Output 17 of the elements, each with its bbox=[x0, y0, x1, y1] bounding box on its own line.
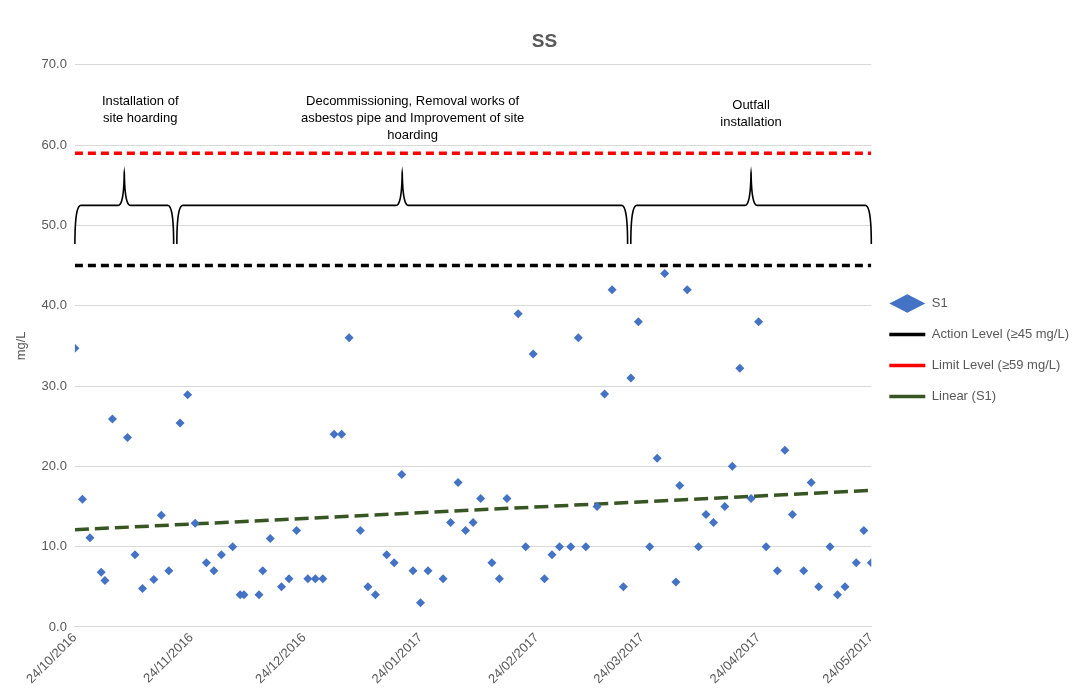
legend-label: Linear (S1) bbox=[931, 388, 997, 404]
legend-label: Limit Level (≥59 mg/L) bbox=[931, 357, 1061, 373]
legend-label: Action Level (≥45 mg/L) bbox=[931, 326, 1069, 342]
annotation: Installation of site hoarding bbox=[101, 92, 179, 125]
annotation: Outfall installation bbox=[720, 97, 782, 130]
y-tick-label: 20.0 bbox=[41, 457, 67, 473]
legend-label: S1 bbox=[931, 295, 948, 311]
chart-title: SS bbox=[531, 29, 558, 51]
annotation: Decommissioning, Removal works of asbestos pipe and Improvement of site hoarding bbox=[300, 92, 525, 142]
y-axis-title: mg/L bbox=[13, 331, 29, 361]
y-tick-label: 40.0 bbox=[41, 297, 67, 313]
y-tick-label: 70.0 bbox=[41, 56, 67, 72]
y-tick-label: 60.0 bbox=[41, 136, 67, 152]
y-tick-label: 10.0 bbox=[41, 538, 67, 554]
y-tick-label: 30.0 bbox=[41, 377, 67, 393]
y-tick-label: 50.0 bbox=[41, 217, 67, 232]
y-tick-label: 0.0 bbox=[48, 618, 67, 634]
